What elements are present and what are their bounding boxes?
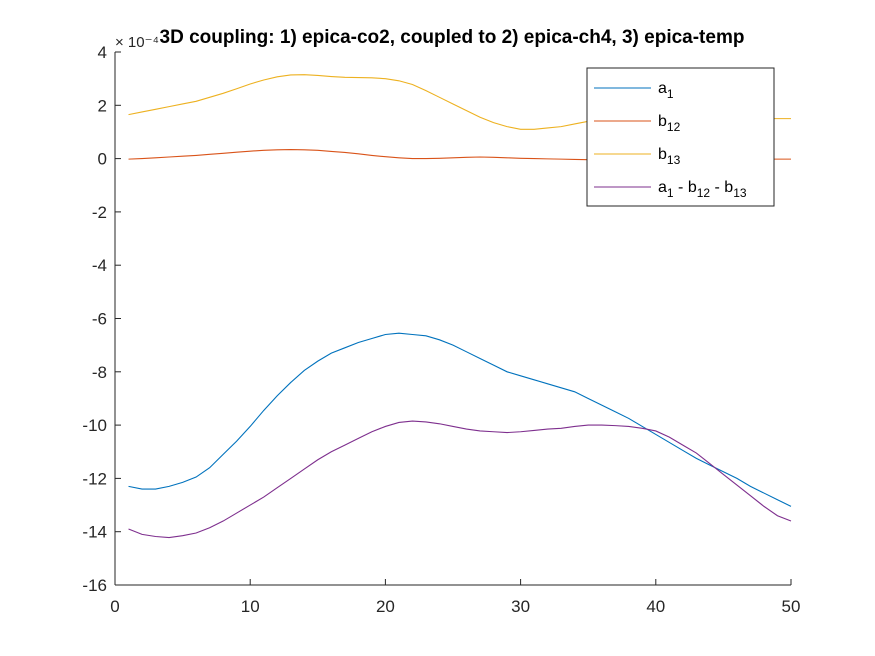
y-tick-label: 2 bbox=[98, 96, 107, 115]
y-ticks: 4 2 0 -2 -4 -6 -8 -10 -12 -14 -16 bbox=[82, 43, 121, 595]
x-tick-label: 40 bbox=[646, 597, 665, 616]
x-tick-label: 10 bbox=[241, 597, 260, 616]
legend-label-0: a1 bbox=[658, 80, 674, 101]
x-ticks: 0 10 20 30 40 50 bbox=[110, 579, 800, 616]
y-tick-label: 0 bbox=[98, 150, 107, 169]
y-tick-label: -12 bbox=[82, 469, 107, 488]
x-tick-label: 0 bbox=[110, 597, 119, 616]
x-tick-label: 50 bbox=[782, 597, 801, 616]
y-tick-label: -4 bbox=[92, 256, 107, 275]
y-tick-label: -2 bbox=[92, 203, 107, 222]
x-tick-label: 30 bbox=[511, 597, 530, 616]
y-tick-label: -6 bbox=[92, 310, 107, 329]
y-tick-label: -8 bbox=[92, 363, 107, 382]
y-tick-label: -14 bbox=[82, 523, 107, 542]
legend-label-2: b13 bbox=[658, 146, 681, 167]
y-exponent-label: × 10⁻⁴ bbox=[115, 34, 159, 51]
legend: a1 b12 b13 a1 - b12 - b13 bbox=[586, 67, 775, 207]
y-tick-label: -10 bbox=[82, 416, 107, 435]
chart-title: 3D coupling: 1) epica-co2, coupled to 2)… bbox=[160, 27, 745, 48]
y-tick-label: 4 bbox=[98, 43, 107, 62]
legend-label-1: b12 bbox=[658, 113, 681, 134]
legend-box bbox=[586, 67, 775, 207]
series-line-0 bbox=[128, 332, 792, 507]
y-tick-label: -16 bbox=[82, 576, 107, 595]
legend-label-3: a1 - b12 - b13 bbox=[658, 179, 747, 200]
x-tick-label: 20 bbox=[376, 597, 395, 616]
series-line-3 bbox=[128, 420, 792, 539]
